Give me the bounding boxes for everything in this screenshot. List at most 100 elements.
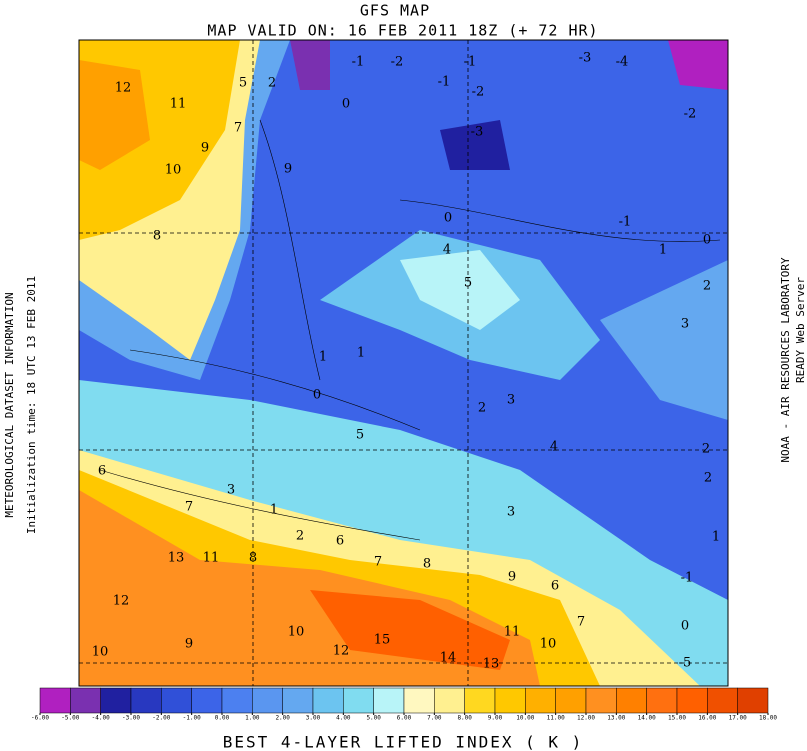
colorbar-tick-label: 8.00 (457, 715, 472, 722)
contour-label: 4 (443, 243, 451, 258)
contour-label: 2 (703, 279, 711, 294)
left-label: METEOROLOGICAL DATASET INFORMATION (3, 292, 16, 517)
map-field (78, 39, 729, 687)
colorbar-tick-label: 14.00 (638, 715, 656, 722)
colorbar-tick-label: -2.00 (152, 715, 170, 722)
colorbar-box (100, 687, 132, 714)
contour-label: -4 (616, 55, 629, 70)
colorbar-tick-label: -5.00 (61, 715, 79, 722)
colorbar-box (555, 687, 587, 714)
contour-label: -2 (391, 55, 404, 70)
contour-label: 6 (551, 579, 559, 594)
contour-label: -1 (352, 55, 365, 70)
colorbar-box (191, 687, 223, 714)
contour-label: 1 (712, 530, 720, 545)
contour-label: 12 (115, 81, 132, 96)
contour-label: 10 (165, 163, 182, 178)
colorbar-box (646, 687, 678, 714)
colorbar-tick-label: 0.00 (215, 715, 230, 722)
contour-label: 13 (168, 551, 185, 566)
colorbar-tick-label: -3.00 (122, 715, 140, 722)
colorbar-box (494, 687, 526, 714)
contour-label: 7 (185, 500, 193, 515)
contour-label: -5 (679, 656, 692, 671)
contour-label: 9 (284, 162, 292, 177)
colorbar-box (737, 687, 769, 714)
colorbar-box (707, 687, 738, 714)
contour-label: 10 (540, 637, 557, 652)
contour-label: 7 (374, 555, 382, 570)
contour-label: 8 (249, 551, 257, 566)
contour-label: 9 (201, 141, 209, 156)
colorbar-tick-label: -6.00 (31, 715, 49, 722)
colorbar-tick-label: 13.00 (607, 715, 625, 722)
colorbar-box (130, 687, 162, 714)
colorbar-tick-label: 4.00 (336, 715, 351, 722)
contour-label: 2 (704, 471, 712, 486)
contour-label: 3 (681, 317, 689, 332)
contour-label: 1 (270, 503, 278, 518)
colorbar-tick-label: 9.00 (488, 715, 503, 722)
colorbar-tick-label: 1.00 (245, 715, 260, 722)
contour-label: 11 (504, 625, 521, 640)
contour-label: 8 (423, 557, 431, 572)
colorbar-box (282, 687, 314, 714)
colorbar-box (221, 687, 253, 714)
contour-label: 2 (268, 76, 276, 91)
colorbar-tick-label: 17.00 (729, 715, 747, 722)
colorbar-tick-label: 18.00 (759, 715, 777, 722)
contour-label: 5 (239, 76, 247, 91)
contour-label: 0 (681, 619, 689, 634)
contour-label: 11 (203, 551, 220, 566)
contour-label: 4 (550, 440, 558, 455)
colorbar-tick-label: 16.00 (698, 715, 716, 722)
contour-label: 5 (464, 276, 472, 291)
contour-label: 1 (659, 243, 667, 258)
contour-label: 11 (170, 97, 187, 112)
contour-label: 9 (185, 637, 193, 652)
contour-label: -1 (681, 571, 694, 586)
colorbar-box (616, 687, 647, 714)
colorbar-tick-label: 7.00 (427, 715, 442, 722)
colorbar-tick-label: 6.00 (397, 715, 412, 722)
colorbar-title: BEST 4-LAYER LIFTED INDEX ( K ) (223, 733, 584, 751)
contour-label: -1 (619, 215, 632, 230)
title: GFS MAP (360, 2, 430, 20)
subtitle: MAP VALID ON: 16 FEB 2011 18Z (+ 72 HR) (207, 22, 598, 40)
contour-label: -1 (438, 75, 451, 90)
contour-label: 7 (577, 615, 585, 630)
colorbar-tick-label: 2.00 (275, 715, 290, 722)
contour-label: -1 (464, 55, 477, 70)
colorbar-box (403, 687, 435, 714)
contour-label: 14 (440, 651, 457, 666)
contour-label: 3 (507, 505, 515, 520)
colorbar-tick-label: -4.00 (92, 715, 110, 722)
contour-label: 6 (98, 464, 106, 479)
contour-label: 12 (333, 644, 350, 659)
contour-label: 9 (508, 570, 516, 585)
contour-label: 8 (153, 229, 161, 244)
contour-label: 0 (444, 211, 452, 226)
colorbar-tick-label: 12.00 (577, 715, 595, 722)
colorbar-box (343, 687, 374, 714)
colorbar-tick-label: 11.00 (547, 715, 565, 722)
contour-label: 6 (336, 534, 344, 549)
contour-label: 0 (342, 97, 350, 112)
colorbar-box (161, 687, 192, 714)
contour-label: 0 (703, 233, 711, 248)
contour-label: 12 (113, 594, 130, 609)
colorbar-box (312, 687, 344, 714)
contour-label: 2 (296, 529, 304, 544)
colorbar-box (525, 687, 556, 714)
colorbar-tick-label: -1.00 (183, 715, 201, 722)
colorbar-box (70, 687, 101, 714)
contour-label: 5 (356, 428, 364, 443)
colorbar-tick-label: 10.00 (516, 715, 534, 722)
contour-label: 10 (92, 645, 109, 660)
right-label: READY Web Server (794, 277, 807, 383)
contour-label: 1 (357, 346, 365, 361)
right-label: NOAA - AIR RESOURCES LABORATORY (779, 257, 792, 463)
colorbar-tick-label: 5.00 (366, 715, 381, 722)
contour-label: 0 (313, 388, 321, 403)
